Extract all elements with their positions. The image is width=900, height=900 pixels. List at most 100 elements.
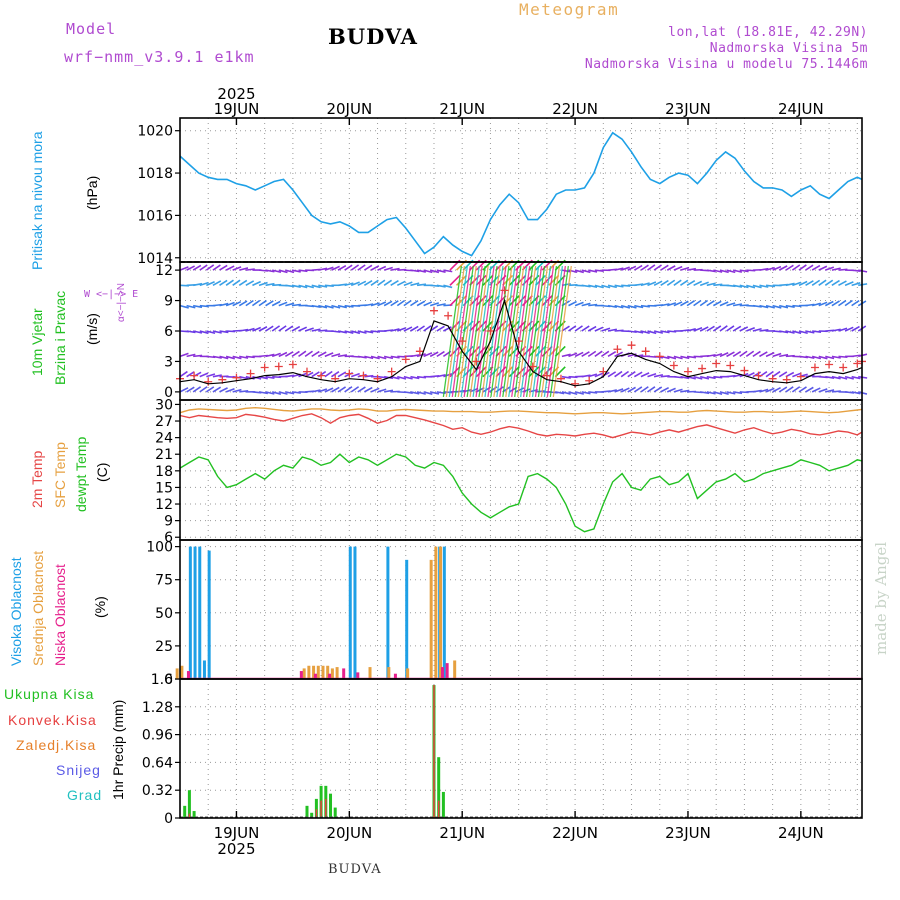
wind-barb [495, 345, 507, 357]
wind-barb [311, 284, 321, 289]
wind-barb [403, 391, 413, 395]
wind-barb [831, 375, 841, 380]
wind-gust-marker [302, 367, 311, 376]
temp-ytick-label: 18 [155, 464, 173, 480]
wind-barb [772, 352, 782, 358]
wind-barb [719, 269, 729, 274]
wind-barb [383, 355, 394, 360]
wind-gust-marker [754, 371, 763, 380]
wind-barb [581, 284, 591, 288]
wind-barb [396, 299, 406, 307]
precip-convective-bar [188, 813, 191, 818]
wind-barb [331, 265, 340, 271]
wind-barb [667, 355, 677, 360]
wind-barb [502, 345, 514, 357]
wind-barb [732, 284, 743, 288]
wind-barb [423, 391, 433, 395]
day-label-bottom: 21JUN [439, 824, 485, 842]
wind-ytick-label: 12 [155, 263, 173, 279]
wind-barb [811, 279, 821, 287]
wind-barb [752, 371, 762, 378]
wind-barb [488, 295, 500, 307]
wind-barb [324, 304, 334, 309]
wind-barb [410, 375, 420, 380]
wind-barb [732, 303, 743, 307]
legend-hail: Grad [67, 787, 103, 803]
wind-barb [298, 326, 308, 332]
wind-barb [759, 284, 769, 288]
wind-barb [680, 266, 690, 271]
wind-gust-marker [415, 347, 424, 356]
wind-barb [732, 325, 742, 332]
wind-barb [225, 301, 235, 307]
wind-barb [324, 387, 334, 393]
wind-barb [304, 327, 314, 332]
wind-barb [634, 283, 644, 287]
wind-barb [265, 300, 274, 307]
day-label-top: 24JUN [778, 100, 824, 118]
wind-barb [350, 372, 360, 378]
wind-barb [212, 355, 222, 359]
wind-gust-marker [288, 360, 297, 369]
day-label-top: 21JUN [439, 100, 485, 118]
wind-storm-barb [490, 265, 510, 398]
wind-barb [232, 266, 242, 271]
wind-barb [535, 320, 547, 332]
wind-barb [732, 391, 743, 395]
wind-barb [396, 280, 406, 287]
wind-barb [785, 330, 795, 334]
wind-barb [759, 304, 769, 309]
wind-barb [561, 269, 571, 273]
wind-barb [311, 389, 321, 393]
wind-barb [660, 303, 670, 307]
day-label-top: 22JUN [552, 100, 598, 118]
wind-barb [245, 327, 255, 332]
wind-barb [212, 374, 222, 378]
temp-ytick-label: 15 [155, 480, 173, 496]
wind-barb [772, 265, 782, 271]
wind-barb [291, 391, 301, 394]
precip-total-bar [187, 790, 191, 818]
wind-barb [331, 386, 340, 393]
wind-barb [186, 330, 196, 334]
wind-barb [337, 330, 348, 334]
cloud-ytick-label: 25 [155, 639, 173, 655]
wind-barb [607, 284, 617, 289]
wind-barb [430, 391, 440, 395]
wind-barb [291, 325, 301, 332]
wind-barb [746, 284, 756, 289]
wind-barb [219, 330, 229, 334]
wind-barb [607, 304, 618, 309]
wind-gust-marker [669, 361, 678, 370]
day-label-bottom: 22JUN [552, 824, 598, 842]
precip-total-bar [183, 805, 187, 818]
wind-barb [620, 370, 630, 378]
wind-compass-we: W <−|−> E [84, 289, 139, 300]
wind-barb [357, 264, 366, 271]
wind-barb [265, 353, 275, 358]
wind-barb [719, 352, 729, 358]
precip-ytick-label: 1.6 [151, 672, 173, 688]
cloud-mid-bar [307, 665, 311, 679]
wind-barb [633, 386, 643, 393]
wind-gust-marker [655, 352, 664, 361]
wind-barb [199, 386, 208, 393]
temp-ytick-label: 30 [155, 397, 173, 413]
wind-barb [239, 375, 249, 380]
wind-barb [851, 391, 861, 395]
wind-barb [825, 266, 835, 271]
wind-barb [594, 269, 604, 273]
wind-barb [726, 391, 736, 395]
wind-barb [219, 355, 229, 360]
lonlat-label: lon,lat (18.81E, 42.29N) [668, 25, 868, 40]
wind-barb [851, 375, 861, 380]
wind-barb [238, 279, 248, 287]
wind-gust-marker [260, 363, 269, 372]
wind-barb [271, 269, 282, 274]
wind-barb [344, 386, 353, 393]
cloud-low-bar [342, 668, 346, 679]
wind-barb [390, 328, 400, 332]
wind-barb [772, 304, 782, 309]
cloud-low-bar [356, 672, 360, 679]
wind-barb [370, 355, 380, 360]
